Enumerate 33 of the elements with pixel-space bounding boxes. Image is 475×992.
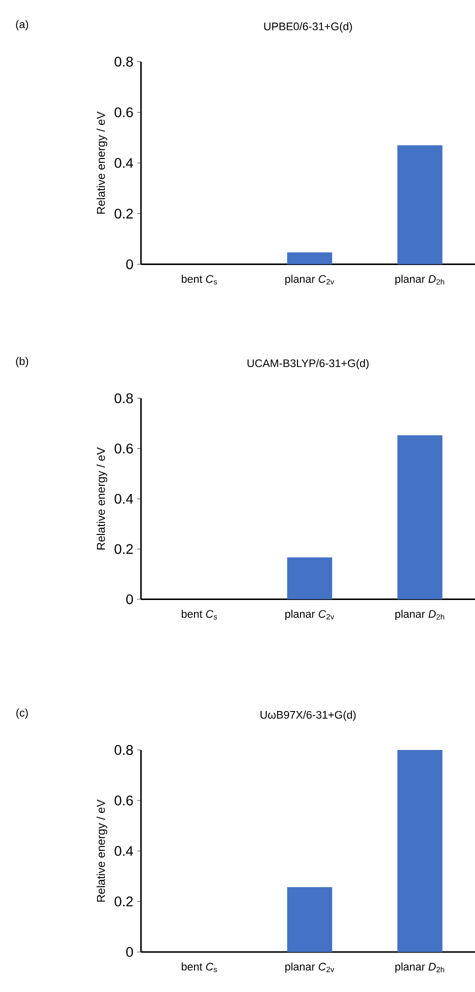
- x-tick-label: bent C$_{s}$: [182, 274, 217, 284]
- y-axis-title: Relative energy / eV: [96, 447, 108, 550]
- y-tick-label: 0.8: [114, 393, 133, 404]
- y-tick-label: 0.6: [114, 107, 133, 118]
- y-tick-label: 0: [126, 594, 133, 604]
- chart-title: UPBE0/6-31+G(d): [264, 22, 352, 32]
- x-tick-label: planar C$_{2v}$: [285, 962, 334, 973]
- text: (a): [16, 20, 28, 30]
- y-tick-label: 0.8: [114, 745, 133, 755]
- x-tick-label: bent C$_{s}$: [182, 962, 217, 972]
- x-tick-label: planar C$_{2v}$: [285, 610, 334, 620]
- y-axis-title: Relative energy / eV: [96, 111, 108, 214]
- x-tick-label: planar C$_{2v}$: [285, 274, 334, 286]
- x-tick-label: planar D$_{2h}$: [395, 610, 444, 620]
- y-tick-label: 0.6: [114, 444, 133, 454]
- x-tick-label: planar D$_{2h}$: [395, 274, 444, 286]
- x-tick-label: planar D$_{2h}$: [395, 962, 444, 973]
- y-axis-title: Relative energy / eV: [96, 799, 108, 902]
- chart-title: UωB97X/6-31+G(d): [260, 710, 356, 721]
- y-tick-label: 0.2: [114, 896, 133, 906]
- x-tick-label: bent C$_{s}$: [182, 610, 217, 620]
- y-tick-label: 0.6: [114, 796, 133, 806]
- y-tick-label: 0.4: [114, 846, 134, 856]
- y-tick-label: 0.4: [114, 494, 134, 504]
- chart-title: UCAM-B3LYP/6-31+G(d): [248, 359, 369, 370]
- y-tick-label: 0.4: [114, 158, 134, 168]
- y-tick-label: 0.8: [114, 56, 133, 67]
- y-tick-label: 0: [126, 259, 133, 270]
- text: (b): [16, 357, 28, 368]
- y-tick-label: 0.2: [114, 544, 133, 554]
- text: (c): [16, 708, 28, 719]
- y-tick-label: 0.2: [114, 208, 133, 219]
- y-tick-label: 0: [126, 947, 133, 957]
